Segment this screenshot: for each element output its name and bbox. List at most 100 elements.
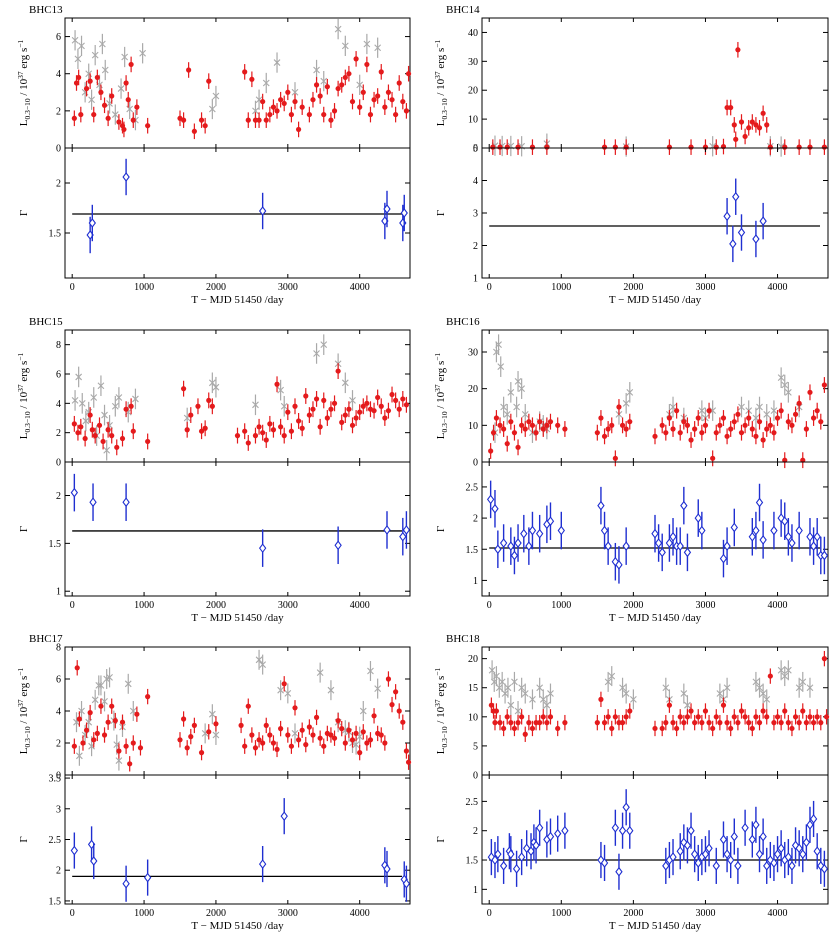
x-tick-label: 4000 — [768, 600, 788, 611]
gamma-data-point — [520, 514, 528, 553]
gamma-data-point — [680, 824, 688, 861]
gamma-data-point — [788, 847, 796, 884]
red-data-point — [823, 709, 830, 725]
gamma-data-point — [546, 818, 555, 855]
red-data-point — [623, 139, 629, 155]
gamma-data-point — [734, 847, 742, 884]
red-data-point — [353, 51, 359, 67]
red-data-point — [501, 421, 507, 437]
red-data-point — [609, 417, 615, 434]
gamma-data-point — [802, 824, 811, 861]
gamma-data-point — [528, 511, 537, 550]
red-data-point — [598, 410, 604, 426]
red-data-point — [75, 424, 81, 441]
red-data-point — [339, 720, 345, 737]
red-data-point — [598, 691, 604, 708]
gray-data-point — [111, 104, 119, 125]
red-data-point — [533, 424, 539, 441]
red-data-point — [346, 401, 352, 418]
gray-data-point — [777, 367, 785, 388]
red-data-point — [405, 65, 412, 82]
red-data-point — [756, 413, 763, 430]
red-data-point — [180, 711, 187, 727]
gamma-data-point — [507, 527, 515, 565]
gray-data-point — [669, 396, 677, 418]
red-data-point — [357, 99, 363, 115]
luminosity-plot: 0 2 4 6 8 L0.3−10 / 1037 erg s−1 — [16, 329, 411, 469]
red-data-point — [252, 112, 259, 128]
red-data-point — [83, 722, 90, 738]
gray-data-point — [495, 677, 503, 698]
gamma-data-point — [597, 486, 605, 525]
red-data-point — [342, 407, 348, 423]
red-data-point — [87, 704, 93, 721]
red-data-point — [76, 711, 82, 727]
red-data-point — [555, 417, 561, 434]
gamma-data-point — [676, 527, 684, 565]
gamma-data-point — [258, 529, 267, 567]
red-data-point — [281, 427, 287, 444]
red-data-point — [303, 388, 309, 404]
red-data-point — [184, 421, 190, 438]
gamma-data-point — [799, 836, 807, 873]
red-data-point — [508, 714, 514, 731]
red-data-point — [313, 709, 320, 726]
gamma-data-point — [70, 473, 79, 512]
red-data-point — [627, 413, 633, 430]
red-data-point — [299, 722, 305, 738]
red-data-point — [274, 103, 280, 119]
y-tick-label: 8 — [56, 643, 61, 654]
gamma-data-point — [618, 812, 627, 849]
red-data-point — [519, 709, 525, 725]
gray-data-point — [103, 669, 111, 689]
red-data-point — [695, 709, 701, 725]
red-data-point — [537, 714, 543, 731]
gray-data-point — [513, 396, 520, 418]
panel-title: BHC16 — [446, 316, 480, 328]
red-data-point — [274, 741, 280, 758]
red-data-point — [713, 424, 719, 441]
gray-data-point — [622, 683, 630, 704]
y-tick-label: 3.5 — [49, 774, 62, 785]
red-data-point — [91, 732, 97, 748]
gamma-data-point — [698, 511, 706, 550]
red-data-point — [238, 717, 244, 734]
red-data-point — [94, 69, 100, 86]
red-data-point — [98, 698, 104, 714]
red-data-point — [295, 732, 302, 748]
red-data-point — [342, 69, 348, 86]
red-data-point — [547, 413, 554, 430]
y-tick-label: 1.5 — [466, 545, 479, 556]
red-data-point — [764, 709, 770, 725]
red-data-point — [612, 450, 618, 467]
gamma-data-point — [499, 524, 508, 562]
lum-axis-label: L0.3−10 / 1037 erg s−1 — [433, 352, 449, 439]
gray-data-point — [784, 660, 792, 681]
red-data-point — [695, 410, 701, 426]
gray-data-point — [82, 410, 90, 432]
gamma-data-point — [669, 518, 677, 556]
gamma-axis-label: Γ — [18, 526, 30, 532]
red-data-point — [306, 106, 312, 123]
y-tick-label: 2.5 — [49, 835, 62, 846]
gamma-data-point — [770, 511, 778, 550]
red-data-point — [378, 398, 384, 415]
x-tick-label: 3000 — [278, 600, 298, 611]
panel-bhc15: BHC15 0 2 4 6 8 L0.3−10 / 1037 erg s−1 1 1.5 2 0 10… — [16, 316, 411, 624]
red-data-point — [403, 396, 410, 413]
red-data-point — [109, 88, 115, 104]
red-data-point — [321, 106, 327, 123]
gamma-data-point — [122, 865, 130, 902]
gray-data-point — [91, 45, 99, 66]
red-data-point — [328, 727, 334, 743]
gamma-data-point — [669, 839, 677, 876]
gray-data-point — [495, 334, 502, 355]
y-tick-label: 40 — [468, 28, 478, 39]
gray-data-point — [374, 37, 382, 58]
red-data-point — [666, 410, 673, 426]
luminosity-plot: 0 2 4 6 8 L0.3−10 / 1037 erg s−1 — [16, 643, 412, 782]
gamma-data-point — [626, 812, 634, 849]
red-data-point — [123, 738, 129, 754]
gamma-data-point — [729, 225, 737, 263]
red-data-point — [810, 410, 817, 426]
